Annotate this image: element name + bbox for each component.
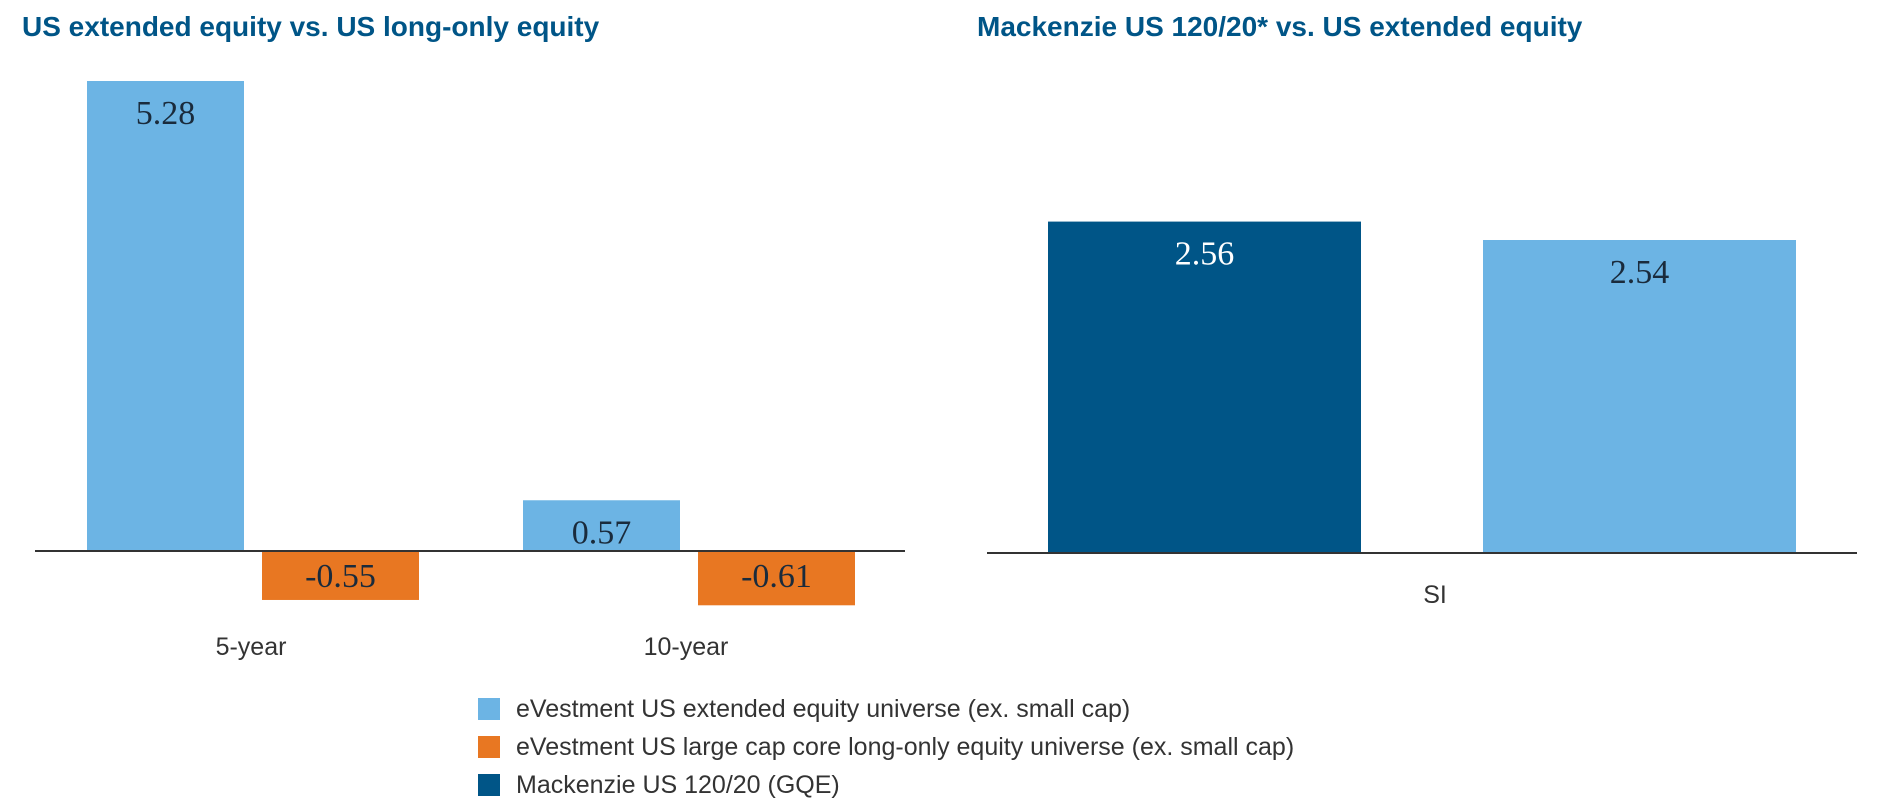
right-data-label-s1-c0: 2.54 — [1610, 254, 1670, 291]
legend-label: Mackenzie US 120/20 (GQE) — [516, 770, 840, 799]
left-bar-s1-c1 — [698, 551, 855, 606]
left-bar-s0-c0 — [87, 81, 244, 551]
right-category-label-si: SI — [1423, 581, 1447, 609]
right-data-label-s0-c0: 2.56 — [1175, 236, 1235, 273]
legend-item-extended-universe: eVestment US extended equity universe (e… — [478, 690, 1294, 728]
left-data-label-s0-c0: 5.28 — [136, 95, 196, 132]
left-chart-bars: 5.28 0.57 -0.55 -0.61 — [87, 81, 855, 606]
right-bar-s1-c0 — [1483, 240, 1796, 553]
legend-item-large-cap-universe: eVestment US large cap core long-only eq… — [478, 728, 1294, 766]
legend-swatch-orange — [478, 736, 500, 758]
left-chart-title: US extended equity vs. US long-only equi… — [22, 11, 600, 42]
legend-item-mackenzie: Mackenzie US 120/20 (GQE) — [478, 766, 1294, 804]
left-category-label-5-year: 5-year — [216, 633, 287, 661]
left-bar-s1-c0 — [262, 551, 419, 600]
legend-label: eVestment US large cap core long-only eq… — [516, 732, 1295, 761]
right-chart-bars: 2.56 2.54 — [1048, 221, 1796, 553]
legend-swatch-dark-blue — [478, 774, 500, 796]
left-bar-s0-c1 — [523, 500, 680, 551]
left-data-label-s0-c1: 0.57 — [572, 514, 632, 551]
right-bar-s0-c0 — [1048, 221, 1361, 553]
left-data-label-s1-c0: -0.55 — [305, 558, 376, 595]
right-chart-title: Mackenzie US 120/20* vs. US extended equ… — [977, 11, 1583, 42]
left-category-label-10-year: 10-year — [644, 633, 729, 661]
legend: eVestment US extended equity universe (e… — [478, 690, 1294, 804]
legend-swatch-light-blue — [478, 698, 500, 720]
legend-label: eVestment US extended equity universe (e… — [516, 694, 1131, 723]
left-data-label-s1-c1: -0.61 — [741, 558, 812, 595]
